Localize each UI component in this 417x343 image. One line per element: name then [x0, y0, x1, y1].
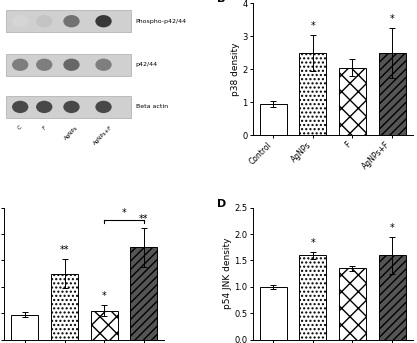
Bar: [6, 96, 131, 118]
Text: *: *: [121, 208, 126, 217]
Y-axis label: p38 density: p38 density: [231, 43, 239, 96]
Ellipse shape: [12, 15, 28, 27]
Text: AgNPs: AgNPs: [63, 125, 79, 141]
Bar: [260, 287, 287, 340]
Text: **: **: [60, 245, 69, 255]
Ellipse shape: [36, 59, 53, 71]
Bar: [379, 53, 406, 135]
Text: Phospho-p42/44: Phospho-p42/44: [136, 19, 187, 24]
Bar: [339, 68, 366, 135]
Text: *: *: [390, 14, 394, 24]
Ellipse shape: [36, 15, 53, 27]
Text: F: F: [41, 125, 47, 130]
Text: **: **: [139, 214, 148, 224]
Bar: [260, 104, 287, 135]
Bar: [339, 268, 366, 340]
Text: Beta actin: Beta actin: [136, 104, 168, 109]
Text: *: *: [390, 223, 394, 233]
Bar: [11, 315, 38, 340]
Ellipse shape: [36, 101, 53, 113]
Text: *: *: [311, 21, 315, 31]
Bar: [379, 255, 406, 340]
Text: *: *: [311, 238, 315, 248]
Bar: [6, 54, 131, 76]
Text: p42/44: p42/44: [136, 62, 158, 67]
Ellipse shape: [95, 15, 112, 27]
Bar: [299, 255, 327, 340]
Text: AgNPs+F: AgNPs+F: [93, 125, 114, 146]
Ellipse shape: [63, 101, 80, 113]
Y-axis label: p54 JNK density: p54 JNK density: [223, 238, 232, 309]
Bar: [130, 247, 157, 340]
Ellipse shape: [63, 59, 80, 71]
Text: D: D: [217, 199, 226, 209]
Ellipse shape: [95, 101, 112, 113]
Ellipse shape: [63, 15, 80, 27]
Text: B: B: [217, 0, 226, 4]
Bar: [299, 53, 327, 135]
Bar: [90, 310, 118, 340]
Text: C: C: [17, 125, 23, 131]
Bar: [51, 274, 78, 340]
Ellipse shape: [95, 59, 112, 71]
Text: A: A: [4, 0, 13, 1]
Bar: [6, 10, 131, 33]
Ellipse shape: [12, 59, 28, 71]
Ellipse shape: [12, 101, 28, 113]
Text: *: *: [102, 291, 106, 301]
